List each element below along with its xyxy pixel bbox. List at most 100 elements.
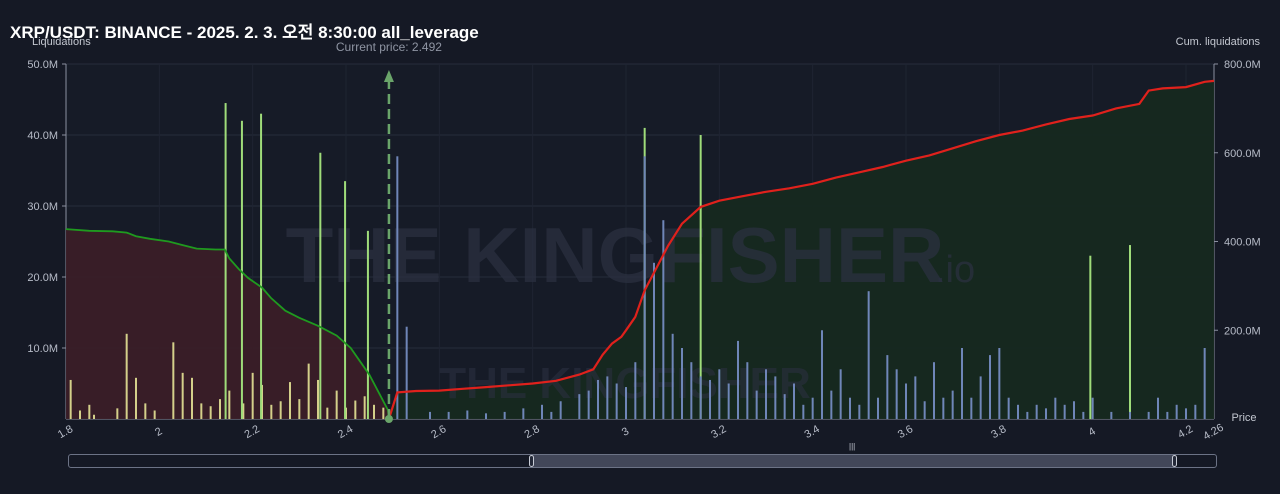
y-right-tick-label: 400.0M [1224, 237, 1261, 249]
x-tick-label: 2.4 [336, 423, 355, 441]
short-bar [718, 369, 721, 419]
short-bar [979, 376, 982, 419]
short-bar [774, 376, 777, 419]
current-price-arrow-icon [383, 70, 394, 82]
short-bar [550, 411, 553, 419]
short-bar [396, 156, 399, 420]
short-bar [737, 340, 739, 419]
long-bar [298, 399, 301, 419]
long-bar [289, 382, 291, 419]
long-bar [125, 333, 128, 419]
short-bar [886, 355, 889, 419]
short-bar [858, 404, 861, 419]
short-bar [989, 355, 991, 419]
short-bar [905, 383, 907, 419]
long-bar [279, 401, 282, 419]
short-bar [541, 404, 543, 419]
long-bar [200, 403, 203, 419]
short-bar [783, 394, 786, 419]
short-bar [466, 410, 469, 419]
short-bar [821, 330, 823, 419]
x-tick-label: 2.6 [429, 423, 448, 441]
short-bar [1073, 401, 1075, 419]
x-tick-label: 3 [620, 425, 631, 438]
y-right-tick-label: 200.0M [1224, 325, 1261, 337]
long-bar [270, 404, 273, 419]
short-bar [755, 390, 758, 419]
zoom-scrollbar[interactable]: ||| [68, 443, 1217, 468]
short-bar [1035, 404, 1038, 419]
long-bar [191, 377, 193, 419]
long-bar [144, 403, 147, 419]
x-tick-label: 4.2 [1176, 423, 1195, 441]
short-bar [1129, 411, 1131, 419]
short-cum-area [388, 80, 1214, 420]
y-left-tick-label: 10.0M [27, 343, 58, 355]
long-bar [172, 342, 175, 419]
short-bar [895, 369, 898, 419]
short-cum-line [387, 79, 1215, 420]
y-left-tick-label: 30.0M [27, 201, 58, 213]
long-bar [242, 403, 245, 419]
watermark-large: THE KINGFISHER [286, 211, 945, 299]
short-bar [681, 348, 683, 419]
short-bar [1175, 404, 1178, 419]
short-bar [690, 362, 693, 419]
x-axis-label: Price [1231, 412, 1256, 424]
long-bar [326, 407, 329, 419]
short-bar [1026, 411, 1029, 419]
short-bar [1054, 397, 1057, 419]
x-tick-label: 2.8 [523, 423, 542, 441]
short-bar [1185, 408, 1187, 419]
x-tick-label: 3.4 [803, 423, 822, 441]
zoom-grip-icon[interactable]: ||| [849, 442, 856, 451]
zoom-selection[interactable] [531, 455, 1175, 467]
chart-title: XRP/USDT: BINANCE - 2025. 2. 3. 오전 8:30:… [10, 23, 479, 42]
x-tick-label: 3.2 [709, 423, 728, 441]
x-tick-label: 2 [153, 425, 164, 438]
zoom-left-handle[interactable] [529, 455, 534, 467]
long-bar-highlight [319, 152, 322, 419]
short-bar [961, 348, 963, 419]
short-bar [587, 390, 590, 419]
short-bar [914, 376, 917, 419]
short-bar [830, 390, 833, 419]
short-bar [1194, 404, 1197, 419]
x-tick-label: 4 [1087, 425, 1098, 438]
x-tick-label: 3.6 [896, 423, 915, 441]
short-bar [615, 383, 618, 419]
short-bar [1091, 397, 1094, 419]
y-right-tick-label: 800.0M [1224, 59, 1261, 71]
short-bar [1110, 411, 1113, 419]
long-bar [228, 390, 231, 419]
short-bar [597, 379, 599, 419]
short-bar [727, 383, 730, 419]
short-bar [671, 333, 674, 419]
short-bar [1017, 404, 1019, 419]
zoom-right-handle[interactable] [1172, 455, 1177, 467]
long-bar-highlight [366, 230, 369, 419]
short-bar [1166, 411, 1169, 419]
short-bar [923, 401, 926, 419]
right-axis-title: Cum. liquidations [1175, 36, 1260, 48]
short-bar [1082, 411, 1085, 419]
long-bar [373, 404, 375, 419]
current-price-dot [384, 415, 393, 423]
short-bar [405, 326, 408, 419]
long-bar [251, 372, 254, 419]
short-bar [634, 362, 637, 419]
short-bar [1007, 397, 1010, 419]
short-bar [447, 411, 450, 419]
short-bar [793, 383, 795, 419]
short-bar [522, 408, 525, 419]
short-bar [1157, 397, 1159, 419]
short-bar [578, 394, 581, 419]
long-bar [354, 400, 357, 419]
watermark-io: .io [935, 249, 975, 291]
short-bar-highlight [1089, 255, 1092, 419]
short-bar [765, 369, 767, 419]
short-bar [653, 262, 655, 419]
y-right-tick-label: 600.0M [1224, 148, 1261, 160]
short-bar [998, 348, 1001, 419]
short-bar [951, 390, 954, 419]
